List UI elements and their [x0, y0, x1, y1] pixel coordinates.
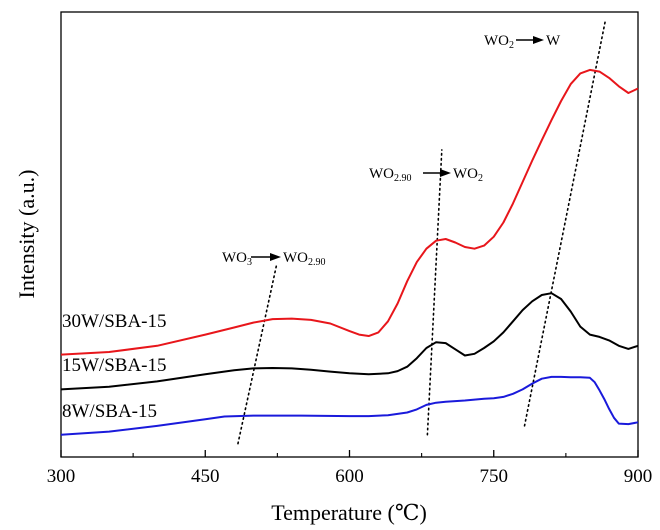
series-label-8w: 8W/SBA-15 — [62, 401, 157, 422]
annotation-2-sub2: 2 — [478, 173, 483, 184]
annotation-wo290-to-wo2: WO2.90 WO2 — [369, 166, 483, 184]
x-tick-label-900: 900 — [624, 466, 653, 487]
guide-line-2 — [426, 149, 443, 436]
annotation-1-main2: WO — [283, 250, 308, 266]
guide-line-3 — [523, 20, 607, 427]
plot-frame — [60, 11, 639, 458]
series-label-30w: 30W/SBA-15 — [62, 311, 167, 332]
svg-text:WO2.90: WO2.90 — [369, 166, 412, 184]
annotation-wo2-to-w: WO2 W — [484, 33, 561, 51]
annotation-1-sub1: 3 — [247, 257, 252, 268]
x-axis-ticks: 300 450 600 750 900 — [47, 450, 653, 487]
annotation-3-sub1: 2 — [509, 40, 514, 51]
annotation-1-sub2: 2.90 — [308, 257, 326, 268]
annotation-2-main2: WO — [453, 166, 478, 182]
annotation-3-main2: W — [546, 33, 561, 49]
x-tick-label-450: 450 — [191, 466, 220, 487]
annotation-3-main1: WO — [484, 33, 509, 49]
annotation-2-sub1: 2.90 — [394, 173, 412, 184]
series-line-15w-sba-15 — [60, 292, 639, 391]
x-axis-title: Temperature (℃) — [271, 500, 427, 525]
annotation-2-main1: WO — [369, 166, 394, 182]
dotted-guide-lines — [237, 20, 607, 445]
annotation-1-main1: WO — [222, 250, 247, 266]
series-lines — [60, 68, 639, 436]
y-axis-title: Intensity (a.u.) — [14, 170, 39, 299]
series-label-15w: 15W/SBA-15 — [62, 355, 167, 376]
annotation-wo3-to-wo290: WO3 WO2.90 — [222, 250, 326, 268]
svg-text:WO2.90: WO2.90 — [283, 250, 326, 268]
x-tick-label-600: 600 — [335, 466, 364, 487]
series-line-30w-sba-15 — [60, 68, 639, 356]
arrow-head-3 — [533, 36, 544, 44]
guide-line-1 — [237, 264, 278, 445]
arrow-head-1 — [270, 253, 281, 261]
x-tick-label-750: 750 — [480, 466, 509, 487]
x-tick-label-300: 300 — [47, 466, 76, 487]
svg-text:WO2: WO2 — [453, 166, 483, 184]
svg-text:WO2: WO2 — [484, 33, 514, 51]
svg-text:WO3: WO3 — [222, 250, 252, 268]
series-line-8w-sba-15 — [60, 375, 639, 436]
svg-text:W: W — [546, 33, 561, 49]
arrow-head-2 — [440, 169, 451, 177]
